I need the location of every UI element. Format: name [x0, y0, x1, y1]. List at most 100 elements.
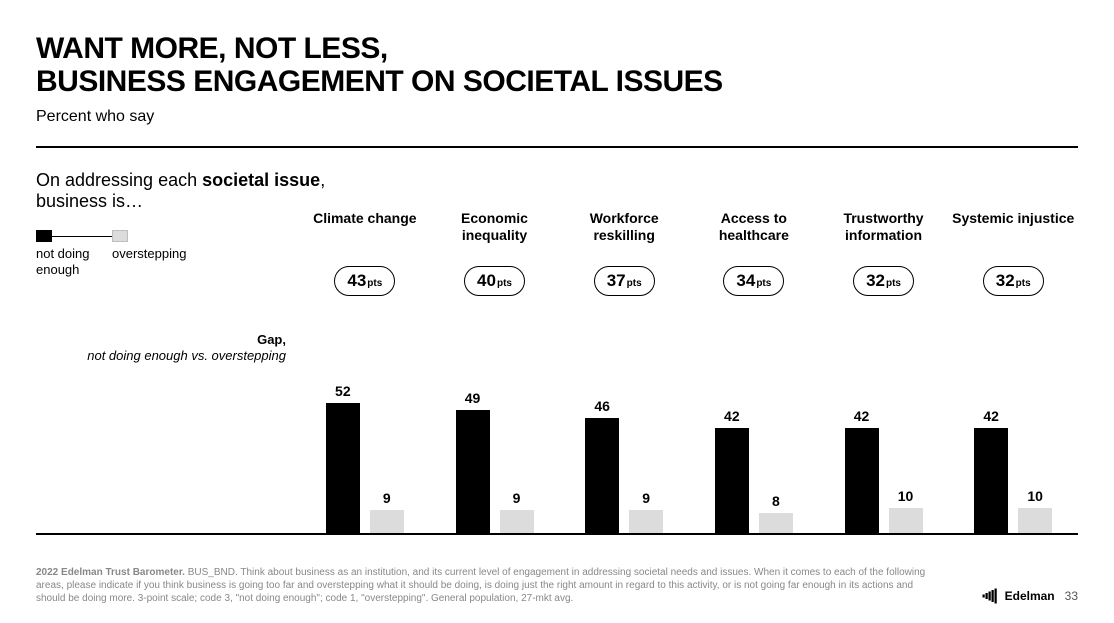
not-enough-bar	[456, 410, 490, 533]
legend-swatch-overstepping	[112, 230, 128, 242]
not-enough-bar	[845, 428, 879, 533]
not-enough-value: 42	[983, 408, 999, 424]
category-label: Systemic injustice	[952, 210, 1074, 248]
category-label: Trustworthy information	[819, 210, 949, 248]
bars: 42 10	[819, 314, 949, 533]
intro-bold: societal issue	[202, 170, 320, 190]
overstepping-group: 10	[1018, 314, 1052, 533]
not-enough-group: 42	[715, 314, 749, 533]
subtitle: Percent who say	[36, 108, 1078, 126]
bars: 46 9	[559, 314, 689, 533]
gap-value: 43	[347, 271, 366, 291]
overstepping-bar	[629, 510, 663, 533]
category-label: Economic inequality	[430, 210, 560, 248]
overstepping-group: 9	[500, 314, 534, 533]
overstepping-bar	[500, 510, 534, 533]
chart-column: Systemic injustice 32pts 42 10	[948, 210, 1078, 533]
overstepping-group: 9	[629, 314, 663, 533]
gap-value: 32	[866, 271, 885, 291]
gap-value: 32	[996, 271, 1015, 291]
not-enough-group: 49	[456, 314, 490, 533]
title-line-2: BUSINESS ENGAGEMENT ON SOCIETAL ISSUES	[36, 65, 723, 98]
overstepping-value: 8	[772, 493, 780, 509]
legend-connector	[52, 236, 112, 237]
overstepping-value: 9	[383, 490, 391, 506]
gap-unit: pts	[1016, 278, 1031, 289]
gap-pill: 32pts	[983, 266, 1044, 296]
divider	[36, 146, 1078, 148]
page-number: 33	[1065, 589, 1078, 603]
gap-unit: pts	[627, 278, 642, 289]
overstepping-value: 10	[898, 488, 914, 504]
chart-column: Access to healthcare 34pts 42 8	[689, 210, 819, 533]
category-label: Access to healthcare	[689, 210, 819, 248]
gap-pill: 40pts	[464, 266, 525, 296]
overstepping-value: 9	[642, 490, 650, 506]
page-title: WANT MORE, NOT LESS, BUSINESS ENGAGEMENT…	[36, 32, 1078, 98]
not-enough-group: 52	[326, 314, 360, 533]
not-enough-value: 42	[854, 408, 870, 424]
category-label: Workforce reskilling	[559, 210, 689, 248]
overstepping-bar	[1018, 508, 1052, 533]
gap-unit: pts	[367, 278, 382, 289]
chart-baseline	[36, 533, 1078, 535]
bars: 49 9	[430, 314, 560, 533]
bars-wrap: 52 9	[300, 314, 430, 533]
chart-column: Workforce reskilling 37pts 46 9	[559, 210, 689, 533]
overstepping-value: 9	[513, 490, 521, 506]
brand-block: Edelman 33	[981, 587, 1078, 605]
not-enough-value: 42	[724, 408, 740, 424]
gap-pill: 37pts	[594, 266, 655, 296]
title-line-1: WANT MORE, NOT LESS,	[36, 32, 388, 65]
overstepping-value: 10	[1027, 488, 1043, 504]
chart: Climate change43pts529Economic inequalit…	[300, 210, 1078, 533]
overstepping-group: 10	[889, 314, 923, 533]
overstepping-bar	[759, 513, 793, 533]
legend-swatch-not-enough	[36, 230, 52, 242]
not-enough-value: 46	[594, 398, 610, 414]
not-enough-bar	[326, 403, 360, 533]
overstepping-group: 9	[370, 314, 404, 533]
legend-label-not-enough: not doing enough	[36, 246, 106, 277]
gap-unit: pts	[886, 278, 901, 289]
chart-column: Climate change 43pts 52 9	[300, 210, 430, 533]
gap-pill: 34pts	[723, 266, 784, 296]
edelman-logo-icon	[981, 587, 999, 605]
bars-wrap: 46 9	[559, 314, 689, 533]
not-enough-bar	[715, 428, 749, 533]
overstepping-bar	[889, 508, 923, 533]
bars: 42 8	[689, 314, 819, 533]
chart-column: Economic inequality 40pts 49 9	[430, 210, 560, 533]
gap-label-line2: not doing enough vs. overstepping	[87, 348, 286, 363]
legend-label-overstepping: overstepping	[112, 246, 186, 262]
footnote-bold: 2022 Edelman Trust Barometer.	[36, 567, 185, 578]
intro-line2: business is…	[36, 191, 143, 211]
gap-unit: pts	[756, 278, 771, 289]
intro-text: On addressing each societal issue, busin…	[36, 170, 1078, 212]
gap-value: 40	[477, 271, 496, 291]
gap-unit: pts	[497, 278, 512, 289]
gap-pill: 32pts	[853, 266, 914, 296]
not-enough-group: 42	[845, 314, 879, 533]
intro-suffix: ,	[320, 170, 325, 190]
slide: WANT MORE, NOT LESS, BUSINESS ENGAGEMENT…	[0, 0, 1114, 623]
bars: 52 9	[300, 314, 430, 533]
category-label: Climate change	[313, 210, 416, 248]
gap-value: 34	[736, 271, 755, 291]
not-enough-value: 49	[465, 390, 481, 406]
brand-name: Edelman	[1005, 589, 1055, 603]
bars-wrap: 42 8	[689, 314, 819, 533]
overstepping-group: 8	[759, 314, 793, 533]
not-enough-group: 46	[585, 314, 619, 533]
bars: 42 10	[948, 314, 1078, 533]
not-enough-bar	[974, 428, 1008, 533]
bars-wrap: 42 10	[948, 314, 1078, 533]
gap-pill: 43pts	[334, 266, 395, 296]
gap-label-line1: Gap,	[257, 332, 286, 347]
bars-wrap: 42 10	[819, 314, 949, 533]
not-enough-bar	[585, 418, 619, 533]
footer: 2022 Edelman Trust Barometer. BUS_BND. T…	[36, 566, 1078, 605]
chart-column: Trustworthy information 32pts 42 10	[819, 210, 949, 533]
overstepping-bar	[370, 510, 404, 533]
gap-value: 37	[607, 271, 626, 291]
